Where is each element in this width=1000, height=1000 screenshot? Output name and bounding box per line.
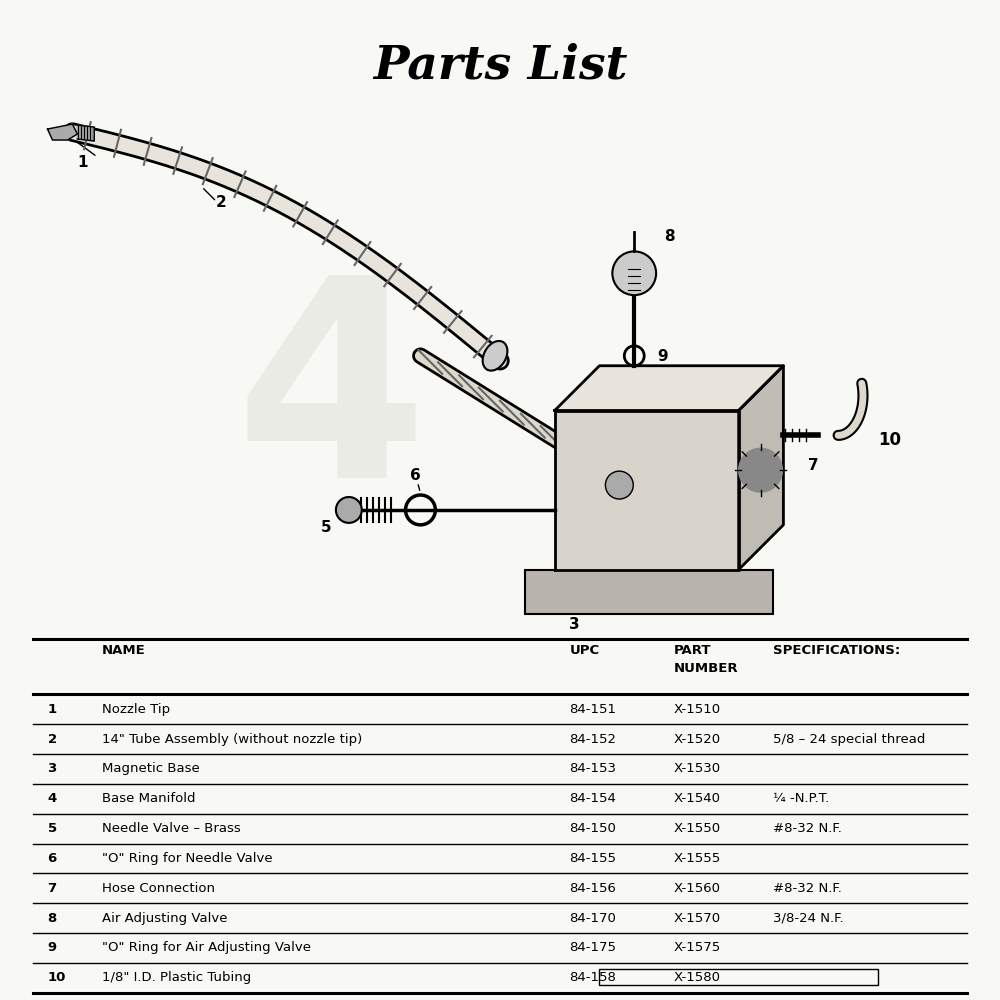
Circle shape xyxy=(605,471,633,499)
Text: 4: 4 xyxy=(48,792,57,805)
Text: 10: 10 xyxy=(878,431,901,449)
Text: 7: 7 xyxy=(808,458,819,473)
Text: 84-175: 84-175 xyxy=(570,941,617,954)
Text: 84-155: 84-155 xyxy=(570,852,617,865)
Text: X-1550: X-1550 xyxy=(674,822,721,835)
Text: X-1570: X-1570 xyxy=(674,912,721,925)
Text: "O" Ring for Needle Valve: "O" Ring for Needle Valve xyxy=(102,852,273,865)
Text: ¼ -N.P.T.: ¼ -N.P.T. xyxy=(773,792,830,805)
Polygon shape xyxy=(555,410,739,570)
Text: 84-158: 84-158 xyxy=(570,971,616,984)
Text: 1/8" I.D. Plastic Tubing: 1/8" I.D. Plastic Tubing xyxy=(102,971,251,984)
Ellipse shape xyxy=(483,341,507,371)
Text: 84-153: 84-153 xyxy=(570,762,617,775)
Text: 14" Tube Assembly (without nozzle tip): 14" Tube Assembly (without nozzle tip) xyxy=(102,733,362,746)
Text: 5: 5 xyxy=(321,520,331,535)
Text: NAME: NAME xyxy=(102,644,146,657)
Text: Base Manifold: Base Manifold xyxy=(102,792,196,805)
Text: 84-151: 84-151 xyxy=(570,703,617,716)
Text: 84-152: 84-152 xyxy=(570,733,617,746)
Text: 9: 9 xyxy=(48,941,57,954)
Text: Parts List: Parts List xyxy=(373,43,627,89)
Text: 2: 2 xyxy=(48,733,57,746)
Text: 5: 5 xyxy=(48,822,57,835)
Polygon shape xyxy=(739,366,783,570)
Polygon shape xyxy=(48,124,77,140)
Text: 84-156: 84-156 xyxy=(570,882,616,895)
Text: 84-170: 84-170 xyxy=(570,912,616,925)
Text: 9: 9 xyxy=(657,349,668,364)
Text: 4: 4 xyxy=(754,533,764,548)
Text: X-1560: X-1560 xyxy=(674,882,721,895)
Text: 4: 4 xyxy=(234,266,428,536)
Text: 1: 1 xyxy=(48,703,57,716)
Text: 7: 7 xyxy=(48,882,57,895)
Text: 8: 8 xyxy=(48,912,57,925)
Text: 1: 1 xyxy=(77,155,88,170)
Text: 6: 6 xyxy=(410,468,421,483)
Text: #8-32 N.F.: #8-32 N.F. xyxy=(773,822,842,835)
Text: 10: 10 xyxy=(48,971,66,984)
Text: Magnetic Base: Magnetic Base xyxy=(102,762,200,775)
Text: 5/8 – 24 special thread: 5/8 – 24 special thread xyxy=(773,733,926,746)
Text: Nozzle Tip: Nozzle Tip xyxy=(102,703,170,716)
Bar xyxy=(599,969,878,985)
Text: X-1520: X-1520 xyxy=(674,733,721,746)
Text: #8-32 N.F.: #8-32 N.F. xyxy=(773,882,842,895)
Text: Hose Connection: Hose Connection xyxy=(102,882,215,895)
Text: X-1555: X-1555 xyxy=(674,852,721,865)
Circle shape xyxy=(336,497,362,523)
Circle shape xyxy=(612,251,656,295)
Text: X-1510: X-1510 xyxy=(674,703,721,716)
Text: 8: 8 xyxy=(664,229,675,244)
Text: 3: 3 xyxy=(569,617,580,632)
Text: 2: 2 xyxy=(216,195,227,210)
Text: 3: 3 xyxy=(48,762,57,775)
Text: X-1540: X-1540 xyxy=(674,792,721,805)
Text: X-1530: X-1530 xyxy=(674,762,721,775)
Text: 84-154: 84-154 xyxy=(570,792,616,805)
Text: Needle Valve – Brass: Needle Valve – Brass xyxy=(102,822,241,835)
Text: Air Adjusting Valve: Air Adjusting Valve xyxy=(102,912,228,925)
Polygon shape xyxy=(555,366,783,410)
Text: 6: 6 xyxy=(48,852,57,865)
Circle shape xyxy=(739,448,782,492)
Text: 84-150: 84-150 xyxy=(570,822,616,835)
Text: 3/8-24 N.F.: 3/8-24 N.F. xyxy=(773,912,844,925)
Text: NUMBER: NUMBER xyxy=(674,662,739,675)
Text: X-1580: X-1580 xyxy=(674,971,721,984)
Text: SPECIFICATIONS:: SPECIFICATIONS: xyxy=(773,644,901,657)
Text: UPC: UPC xyxy=(570,644,600,657)
Text: PART: PART xyxy=(674,644,712,657)
Polygon shape xyxy=(525,570,773,614)
Text: X-1575: X-1575 xyxy=(674,941,721,954)
Text: "O" Ring for Air Adjusting Valve: "O" Ring for Air Adjusting Valve xyxy=(102,941,311,954)
Polygon shape xyxy=(77,125,94,141)
